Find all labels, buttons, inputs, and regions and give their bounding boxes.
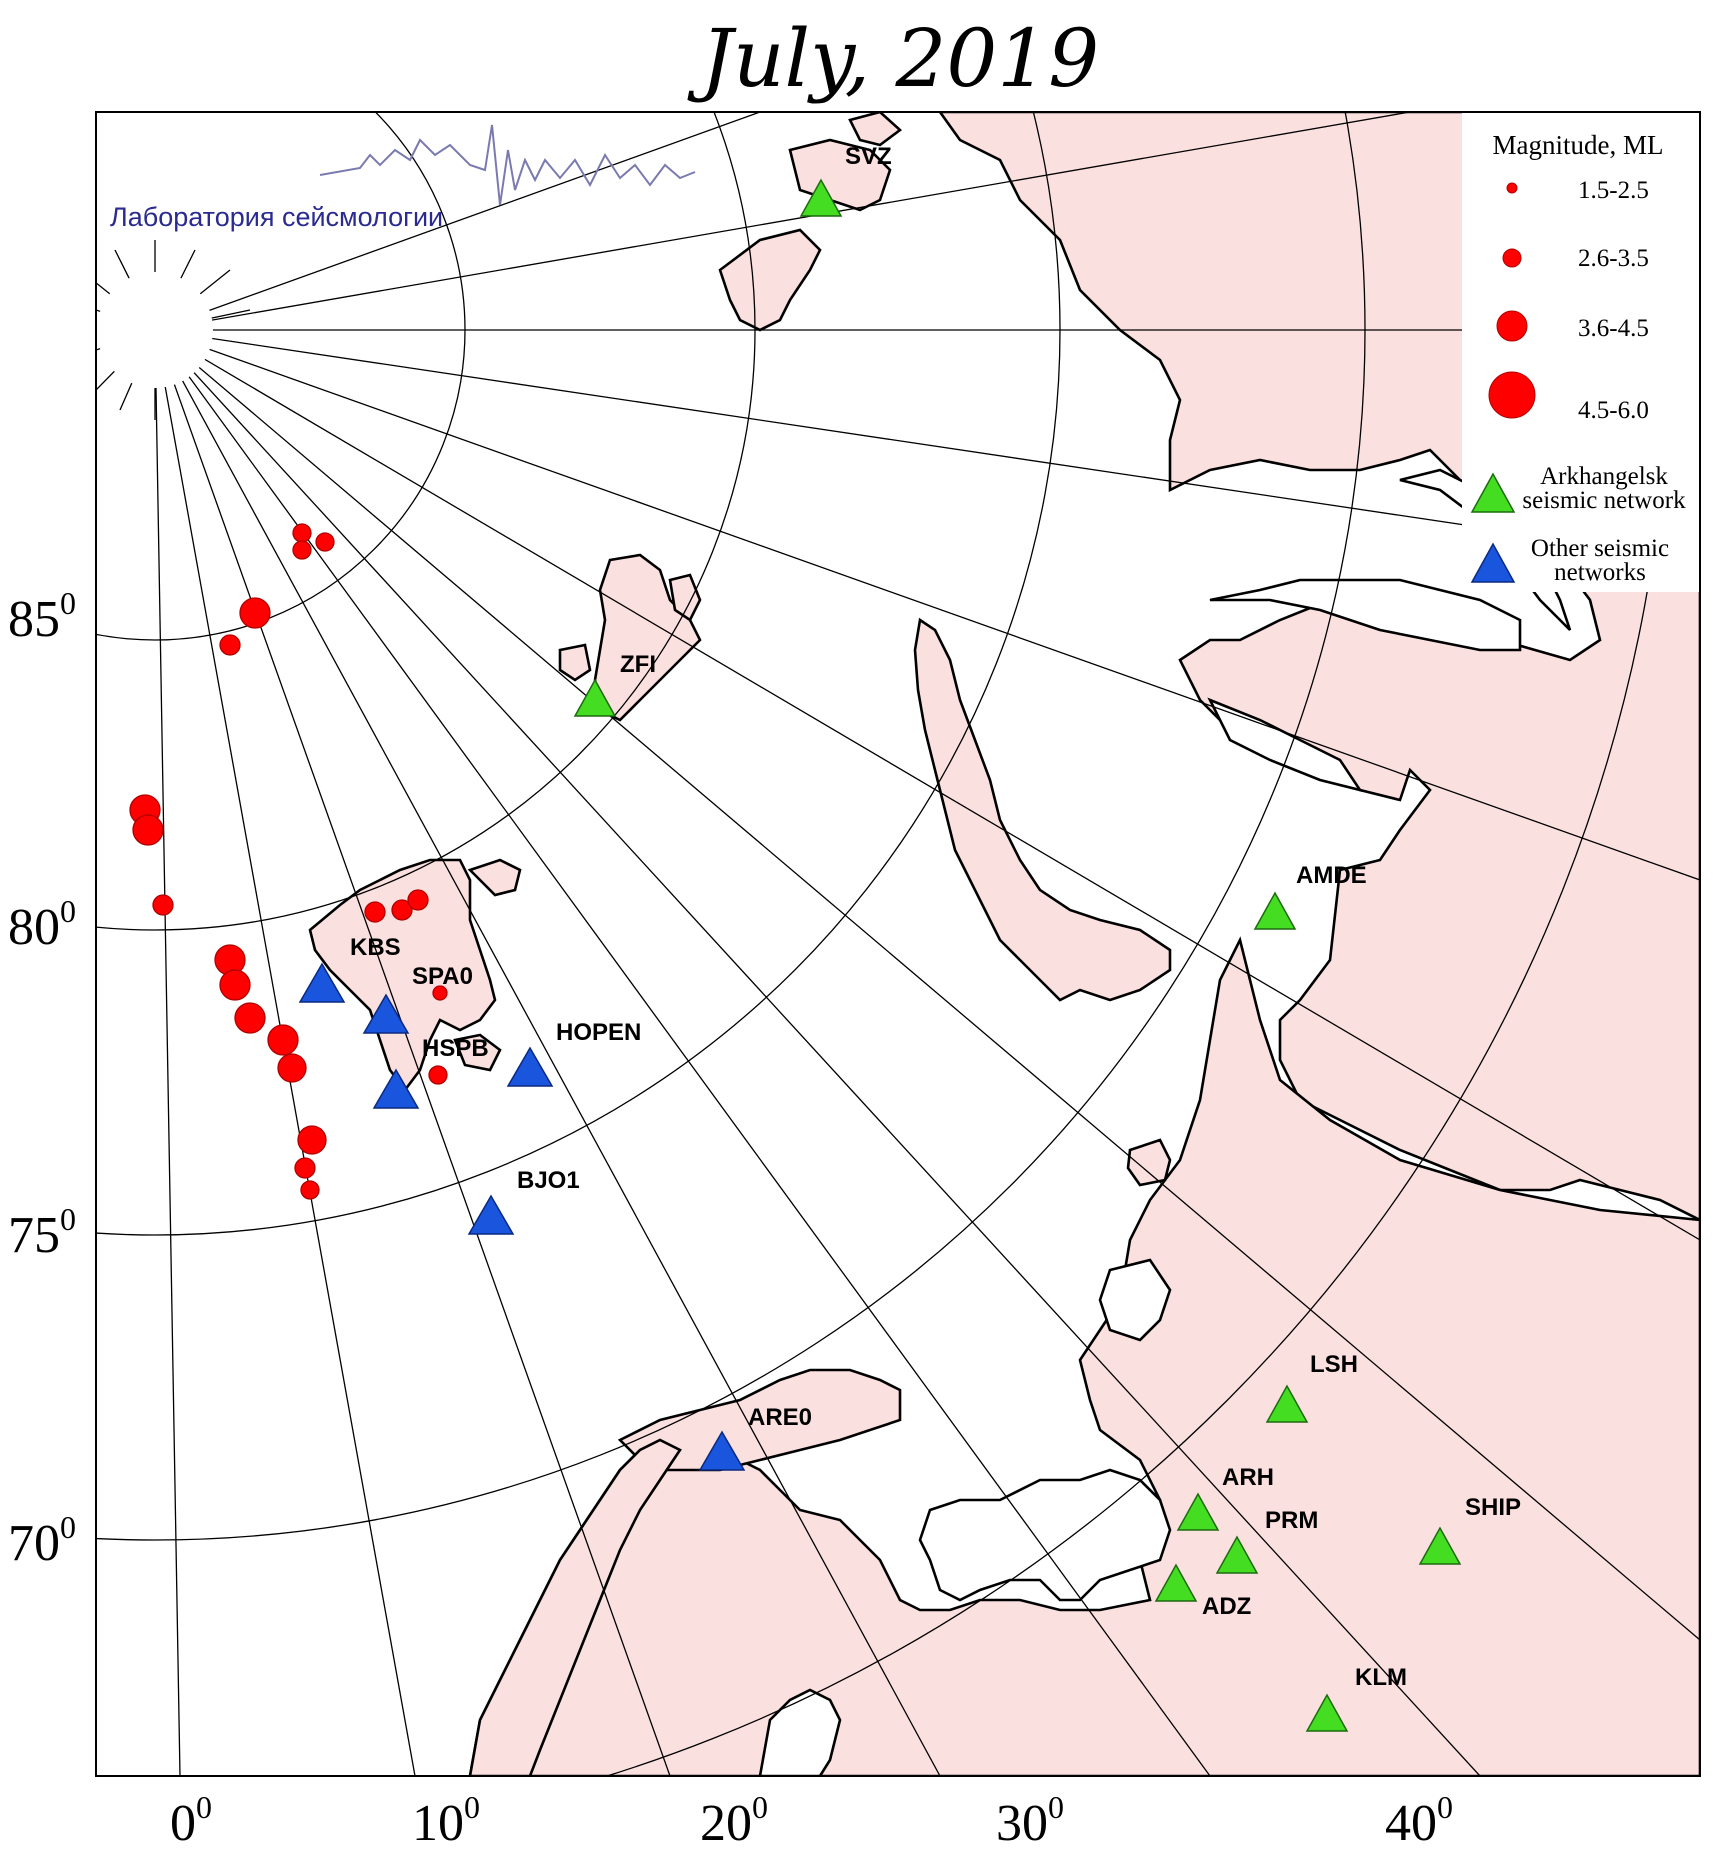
other-stations — [298, 962, 746, 1471]
lat-label: 850 — [8, 585, 76, 648]
legend-magnitude-marker — [1502, 248, 1522, 268]
station-marker-hopen — [506, 1046, 554, 1087]
event-marker — [364, 901, 386, 923]
legend-magnitude-label: 2.6-3.5 — [1578, 245, 1649, 272]
kara-bay — [1207, 697, 1363, 793]
legend: Magnitude, ML 1.5-2.5 2.6-3.5 3.6-4.5 4.… — [1462, 112, 1700, 592]
station-marker-hspb — [372, 1068, 420, 1109]
franz-josef-land — [558, 553, 702, 722]
kolguev-island — [1126, 1138, 1172, 1187]
station-marker-kbs — [298, 962, 346, 1003]
legend-magnitude-marker — [1506, 182, 1518, 194]
station-marker-spa0 — [362, 993, 410, 1034]
severnaya-zemlya — [718, 112, 903, 332]
event-marker — [432, 985, 448, 1001]
russian-coast-south — [468, 936, 1700, 1776]
station-marker-are0 — [698, 1430, 746, 1471]
lat-label: 800 — [8, 893, 76, 956]
lon-label: 200 — [700, 1789, 768, 1850]
lon-label: 00 — [170, 1789, 212, 1850]
pechora-sea-inlet — [1098, 1258, 1172, 1342]
event-marker — [292, 523, 312, 543]
legend-magnitude-label: 3.6-4.5 — [1578, 315, 1649, 342]
station-marker-prm — [1215, 1535, 1259, 1574]
legend-magnitude-marker — [1496, 310, 1528, 342]
seismology-lab-logo: Лаборатория сейсмологии — [96, 124, 696, 420]
map-title: July, 2019 — [687, 12, 1099, 105]
legend-title: Magnitude, ML — [1493, 130, 1664, 160]
event-marker — [132, 814, 164, 846]
svalbard — [308, 858, 522, 1093]
station-marker-zfi — [573, 678, 617, 717]
station-label: ZFI — [620, 651, 656, 678]
lat-label: 700 — [8, 1509, 76, 1572]
station-label: SHIP — [1465, 1494, 1521, 1521]
lon-label: 300 — [996, 1789, 1064, 1850]
station-label: HSPB — [422, 1035, 489, 1062]
station-label: PRM — [1265, 1507, 1318, 1534]
earthquake-events — [129, 523, 448, 1200]
legend-arkhangelsk-marker — [1470, 472, 1516, 513]
logo-text: Лаборатория сейсмологии — [110, 202, 443, 232]
white-sea — [918, 1468, 1172, 1602]
legend-other-marker — [1470, 542, 1516, 583]
station-marker-adz — [1154, 1563, 1198, 1602]
lat-label: 750 — [8, 1201, 76, 1264]
event-marker — [300, 1180, 320, 1200]
station-label: BJO1 — [517, 1167, 580, 1194]
event-marker — [297, 1125, 327, 1155]
novaya-zemlya — [913, 617, 1172, 1002]
station-label: SVZ — [845, 143, 892, 170]
event-marker — [294, 1157, 316, 1179]
station-marker-klm — [1305, 1693, 1349, 1732]
arkhangelsk-stations — [573, 178, 1462, 1732]
event-marker — [152, 894, 174, 916]
station-marker-svz — [799, 178, 843, 217]
station-label: ARE0 — [748, 1404, 812, 1431]
event-marker — [391, 899, 413, 921]
station-marker-ship — [1418, 1526, 1462, 1565]
event-marker — [315, 532, 335, 552]
event-marker — [277, 1053, 307, 1083]
longitude-labels: 00 100 200 300 400 — [170, 1789, 1453, 1850]
station-marker-lsh — [1265, 1384, 1309, 1423]
map-frame — [95, 111, 1701, 1777]
station-marker-bjo1 — [467, 1194, 515, 1235]
station-labels: SVZ ZFI AMDE LSH ARH PRM ADZ SHIP KLM KB… — [350, 143, 1521, 1691]
event-marker — [428, 1065, 448, 1085]
legend-arkhangelsk-label: seismic network — [1522, 487, 1686, 514]
seismogram-icon — [319, 124, 696, 206]
event-marker — [234, 1002, 266, 1034]
legend-magnitude-label: 4.5-6.0 — [1578, 397, 1649, 424]
legend-other-label: Other seismic — [1531, 535, 1669, 562]
station-marker-arh — [1176, 1492, 1220, 1531]
legend-magnitude-label: 1.5-2.5 — [1578, 177, 1649, 204]
station-label: KBS — [350, 934, 401, 961]
event-marker — [267, 1024, 299, 1056]
station-label: LSH — [1310, 1351, 1358, 1378]
station-label: AMDE — [1296, 862, 1367, 889]
station-label: HOPEN — [556, 1019, 641, 1046]
gulf-of-bothnia — [758, 1688, 842, 1776]
station-label: SPA0 — [412, 963, 473, 990]
legend-other-label: networks — [1554, 559, 1646, 586]
station-label: ADZ — [1202, 1593, 1251, 1620]
lon-label: 400 — [1385, 1789, 1453, 1850]
legend-arkhangelsk-label: Arkhangelsk — [1540, 463, 1668, 490]
event-marker — [239, 597, 271, 629]
station-marker-amde — [1253, 891, 1297, 930]
legend-magnitude-marker — [1488, 371, 1536, 419]
event-marker — [219, 634, 241, 656]
latitude-labels: 850 800 750 700 — [8, 585, 76, 1572]
station-label: KLM — [1355, 1664, 1407, 1691]
event-marker — [292, 540, 312, 560]
ob-gulf — [1209, 578, 1522, 652]
event-marker — [407, 889, 429, 911]
station-label: ARH — [1222, 1464, 1274, 1491]
event-marker — [219, 969, 251, 1001]
lon-label: 100 — [412, 1789, 480, 1850]
